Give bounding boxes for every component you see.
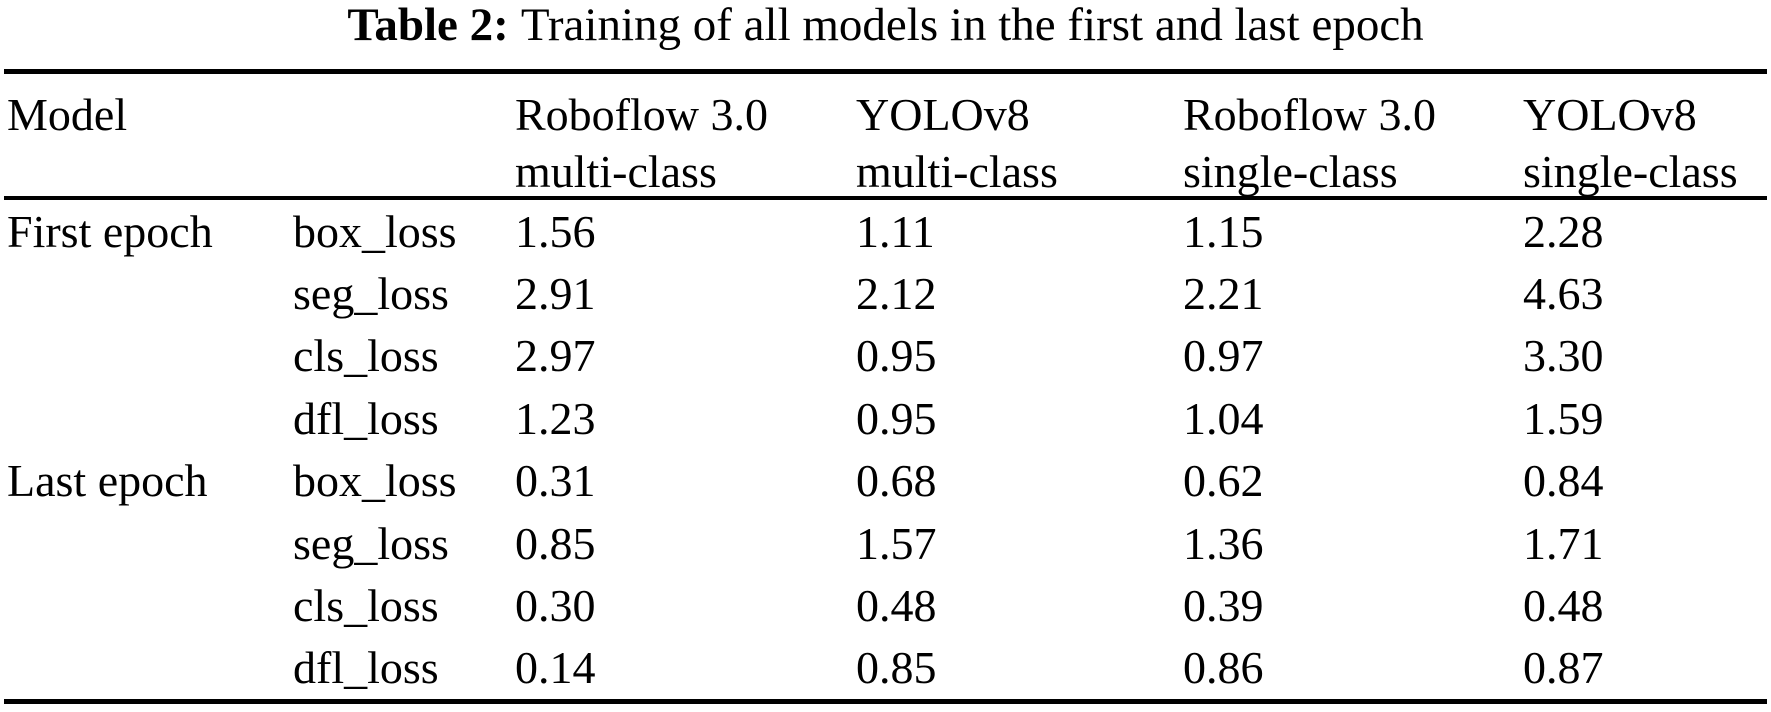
value-cell: 1.56	[515, 205, 596, 257]
header-roboflow-multi: Roboflow 3.0 multi-class	[515, 86, 856, 200]
metric-label: cls_loss	[293, 580, 439, 632]
value-cell: 0.48	[1523, 580, 1604, 632]
metric-label: box_loss	[293, 455, 457, 507]
table-caption-text: Training of all models in the first and …	[520, 0, 1424, 51]
value-cell: 1.04	[1183, 392, 1264, 444]
top-rule	[4, 69, 1767, 74]
header-model: Model	[7, 89, 128, 140]
bottom-rule	[4, 699, 1767, 704]
header-roboflow-multi-line1: Roboflow 3.0	[515, 89, 768, 140]
header-roboflow-single-line1: Roboflow 3.0	[1183, 89, 1436, 140]
value-cell: 0.48	[856, 580, 937, 632]
value-cell: 1.11	[856, 205, 935, 257]
metric-label: dfl_loss	[293, 392, 439, 444]
value-cell: 0.95	[856, 330, 937, 382]
value-cell: 0.14	[515, 642, 596, 694]
value-cell: 0.86	[1183, 642, 1264, 694]
value-cell: 1.71	[1523, 517, 1604, 569]
value-cell: 0.85	[515, 517, 596, 569]
table-header-row: Model Roboflow 3.0 multi-class YOLOv8 mu…	[7, 86, 1771, 200]
header-yolov8-single: YOLOv8 single-class	[1523, 86, 1771, 200]
value-cell: 2.28	[1523, 205, 1604, 257]
metric-label: seg_loss	[293, 268, 449, 320]
header-rule	[4, 196, 1767, 200]
epoch-label: Last epoch	[7, 455, 208, 507]
value-cell: 3.30	[1523, 330, 1604, 382]
value-cell: 0.97	[1183, 330, 1264, 382]
header-yolov8-single-line2: single-class	[1523, 146, 1738, 197]
value-cell: 2.97	[515, 330, 596, 382]
metric-label: box_loss	[293, 205, 457, 257]
value-cell: 0.62	[1183, 455, 1264, 507]
header-roboflow-single: Roboflow 3.0 single-class	[1183, 86, 1523, 200]
value-cell: 1.36	[1183, 517, 1264, 569]
value-cell: 1.15	[1183, 205, 1264, 257]
value-cell: 0.39	[1183, 580, 1264, 632]
value-cell: 2.91	[515, 268, 596, 320]
value-cell: 0.85	[856, 642, 937, 694]
metric-label: dfl_loss	[293, 642, 439, 694]
value-cell: 0.95	[856, 392, 937, 444]
header-yolov8-multi-line1: YOLOv8	[856, 89, 1030, 140]
header-roboflow-multi-line2: multi-class	[515, 146, 717, 197]
metric-label: seg_loss	[293, 517, 449, 569]
table-caption: Table 2: Training of all models in the fi…	[0, 0, 1771, 54]
value-cell: 0.87	[1523, 642, 1604, 694]
table-body: First epoch box_loss 1.56 1.11 1.15 2.28…	[7, 200, 1771, 699]
table-caption-label: Table 2:	[347, 0, 509, 51]
value-cell: 2.21	[1183, 268, 1264, 320]
value-cell: 1.23	[515, 392, 596, 444]
value-cell: 4.63	[1523, 268, 1604, 320]
header-yolov8-single-line1: YOLOv8	[1523, 89, 1697, 140]
header-roboflow-single-line2: single-class	[1183, 146, 1398, 197]
value-cell: 2.12	[856, 268, 937, 320]
value-cell: 1.57	[856, 517, 937, 569]
value-cell: 1.59	[1523, 392, 1604, 444]
header-yolov8-multi-line2: multi-class	[856, 146, 1058, 197]
value-cell: 0.84	[1523, 455, 1604, 507]
value-cell: 0.68	[856, 455, 937, 507]
epoch-label: First epoch	[7, 205, 213, 257]
metric-label: cls_loss	[293, 330, 439, 382]
header-yolov8-multi: YOLOv8 multi-class	[856, 86, 1183, 200]
value-cell: 0.31	[515, 455, 596, 507]
value-cell: 0.30	[515, 580, 596, 632]
